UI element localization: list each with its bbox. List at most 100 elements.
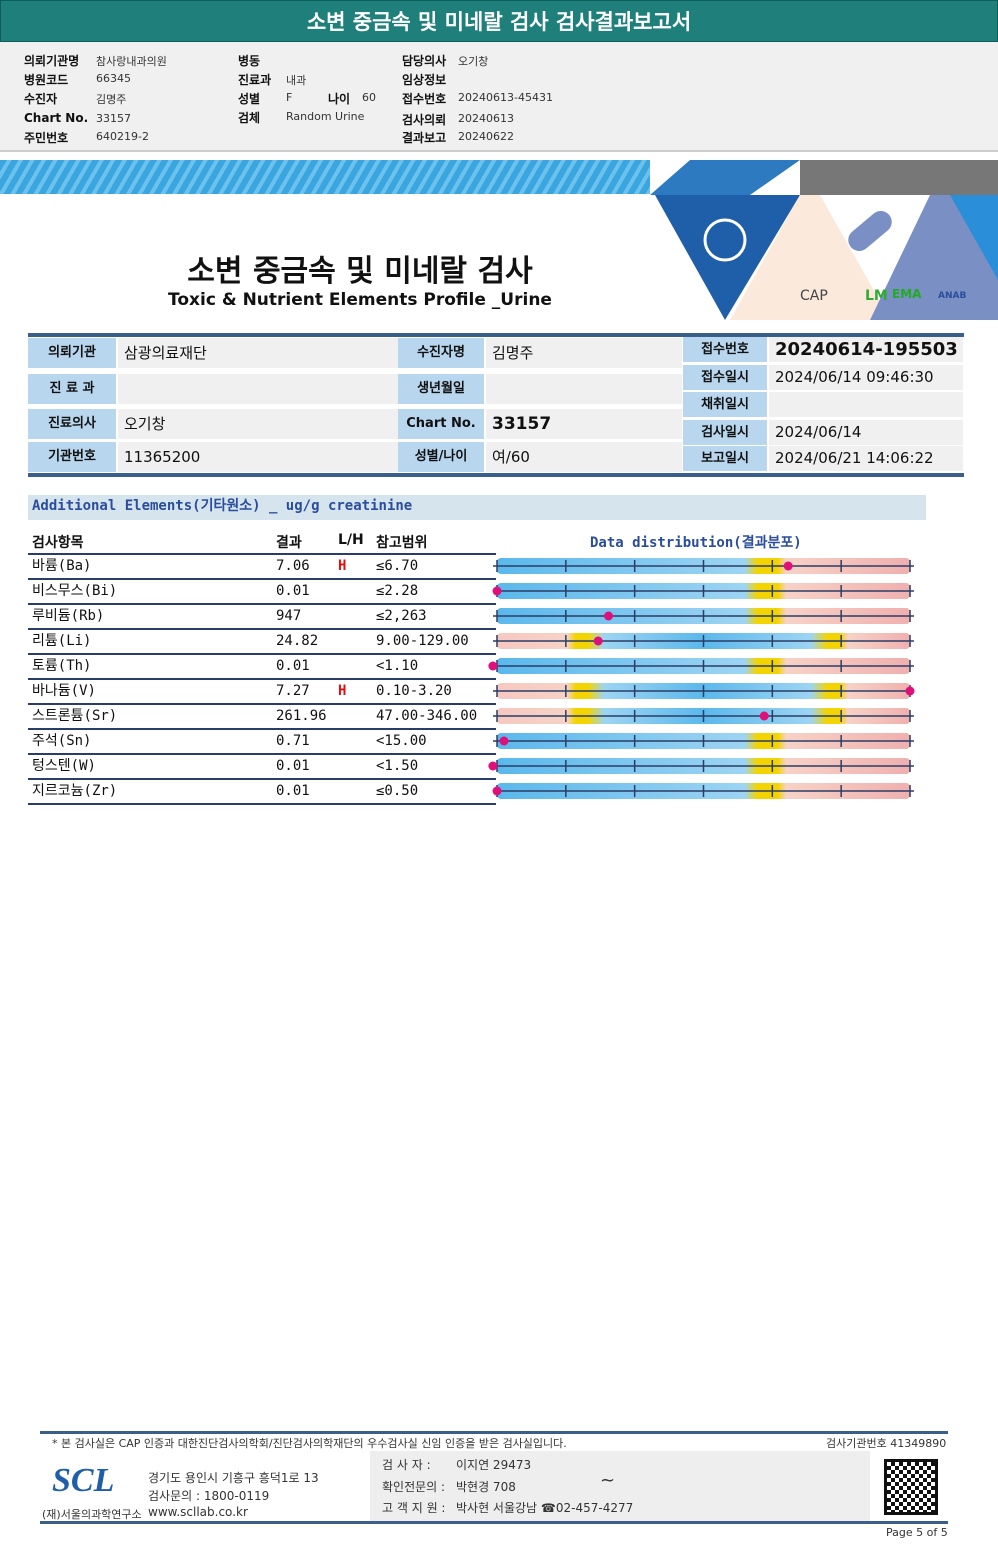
reference-range: ≤0.50 (376, 783, 419, 799)
result-value: 0.01 (276, 658, 310, 674)
info-label: 기관번호 (28, 442, 116, 472)
support-label: 고 객 지 원 : (382, 1501, 446, 1515)
lm-logo: LM (865, 288, 888, 304)
flag: H (338, 558, 347, 574)
header-label: 나이 (328, 92, 351, 106)
report-title: 소변 중금속 및 미네랄 검사 검사결과보고서 (0, 0, 998, 42)
result-marker (593, 636, 603, 646)
element-name: 바륨(Ba) (32, 558, 92, 574)
patient-header (0, 42, 998, 152)
reference-range: 47.00-346.00 (376, 708, 478, 724)
info-label: 의뢰기관 (28, 338, 116, 368)
section-title: Additional Elements(기타원소) _ ug/g creatin… (28, 495, 926, 520)
info-value: 삼광의료재단 (118, 338, 398, 368)
reference-range: <1.10 (376, 658, 419, 674)
element-name: 루비듐(Rb) (32, 608, 105, 624)
info-label: 생년월일 (398, 374, 484, 404)
reference-range: <15.00 (376, 733, 427, 749)
header-value: 참사랑내과의원 (96, 55, 167, 68)
result-marker (492, 586, 502, 596)
flag: H (338, 683, 347, 699)
reference-range: ≤2,263 (376, 608, 427, 624)
info-value: 2024/06/14 09:46:30 (769, 365, 963, 390)
result-marker (783, 561, 793, 571)
info-value: 2024/06/21 14:06:22 (769, 446, 963, 471)
info-value: 33157 (486, 409, 682, 439)
header-value: Random Urine (286, 110, 365, 123)
result-marker (604, 611, 614, 621)
col-header-item: 검사항목 (32, 535, 84, 551)
anab-logo: ANAB (938, 291, 966, 301)
reference-range: ≤2.28 (376, 583, 419, 599)
col-header-flag: L/H (338, 532, 364, 548)
address: 경기도 용인시 기흥구 흥덕1로 13 (148, 1471, 319, 1485)
col-header-range: 참고범위 (376, 535, 428, 551)
cap-logo: CAP (800, 288, 828, 304)
table-row: 비스무스(Bi) 0.01 ≤2.28 (28, 580, 496, 605)
table-row: 바륨(Ba) 7.06 H ≤6.70 (28, 555, 496, 580)
element-name: 리튬(Li) (32, 633, 92, 649)
result-marker (488, 761, 498, 771)
table-row: 스트론튬(Sr) 261.96 47.00-346.00 (28, 705, 496, 730)
phone: 검사문의 : 1800-0119 (148, 1489, 270, 1503)
page-number: Page 5 of 5 (886, 1526, 948, 1539)
info-label: 진 료 과 (28, 374, 116, 404)
reference-range: 9.00-129.00 (376, 633, 469, 649)
header-label: 담당의사 (402, 54, 447, 68)
table-header-rule (28, 553, 496, 555)
header-label: 진료과 (238, 73, 272, 87)
info-bottom-rule (28, 473, 964, 477)
element-name: 비스무스(Bi) (32, 583, 118, 599)
info-label: 수진자명 (398, 338, 484, 368)
footer-bottom-rule (40, 1521, 948, 1524)
banner-title: 소변 중금속 및 미네랄 검사 (187, 254, 533, 289)
reference-range: <1.50 (376, 758, 419, 774)
element-name: 바나듐(V) (32, 683, 96, 699)
specialist: 박현경 708 (456, 1480, 516, 1494)
qr-code (884, 1459, 938, 1515)
info-value: 여/60 (486, 442, 682, 472)
table-row: 토륨(Th) 0.01 <1.10 (28, 655, 496, 680)
header-value: 20240613 (458, 112, 514, 125)
result-marker (488, 661, 498, 671)
header-value: 640219-2 (96, 130, 149, 143)
banner-subtitle: Toxic & Nutrient Elements Profile _Urine (168, 290, 552, 310)
header-label: 접수번호 (402, 92, 447, 106)
header-value: 60 (362, 91, 376, 104)
banner-stripe (0, 160, 680, 194)
website[interactable]: www.scllab.co.kr (148, 1505, 248, 1519)
info-value: 2024/06/14 (769, 420, 963, 445)
reference-range: 0.10-3.20 (376, 683, 452, 699)
header-label: 검체 (238, 111, 261, 125)
col-header-result: 결과 (276, 535, 302, 551)
header-label: 결과보고 (402, 131, 447, 145)
table-row: 지르코늄(Zr) 0.01 ≤0.50 (28, 780, 496, 805)
header-label: 임상정보 (402, 73, 447, 87)
info-value: 20240614-195503 (769, 337, 963, 362)
info-value (486, 374, 682, 404)
banner-graphic: CAP LM EMA ANAB (650, 160, 998, 322)
support: 박사현 서울강남 ☎02-457-4277 (456, 1501, 634, 1515)
ema-logo: EMA (892, 287, 922, 301)
header-value: 20240622 (458, 130, 514, 143)
result-value: 0.01 (276, 758, 310, 774)
header-label: 검사의뢰 (402, 113, 447, 127)
result-value: 7.06 (276, 558, 310, 574)
info-top-rule (28, 333, 964, 337)
result-marker (492, 786, 502, 796)
header-value: 오기창 (458, 55, 489, 68)
distribution-chart (488, 558, 915, 799)
reference-range: ≤6.70 (376, 558, 419, 574)
info-label: 보고일시 (683, 446, 767, 471)
element-name: 토륨(Th) (32, 658, 92, 674)
signature-box (370, 1451, 870, 1521)
info-label: 진료의사 (28, 409, 116, 439)
brain-icon (703, 218, 747, 262)
element-name: 스트론튬(Sr) (32, 708, 118, 724)
pill-icon (848, 211, 892, 251)
header-value: 66345 (96, 72, 131, 85)
table-row: 주석(Sn) 0.71 <15.00 (28, 730, 496, 755)
header-value: F (286, 91, 293, 104)
result-value: 0.01 (276, 783, 310, 799)
examiner-label: 검 사 자 : (382, 1458, 431, 1472)
